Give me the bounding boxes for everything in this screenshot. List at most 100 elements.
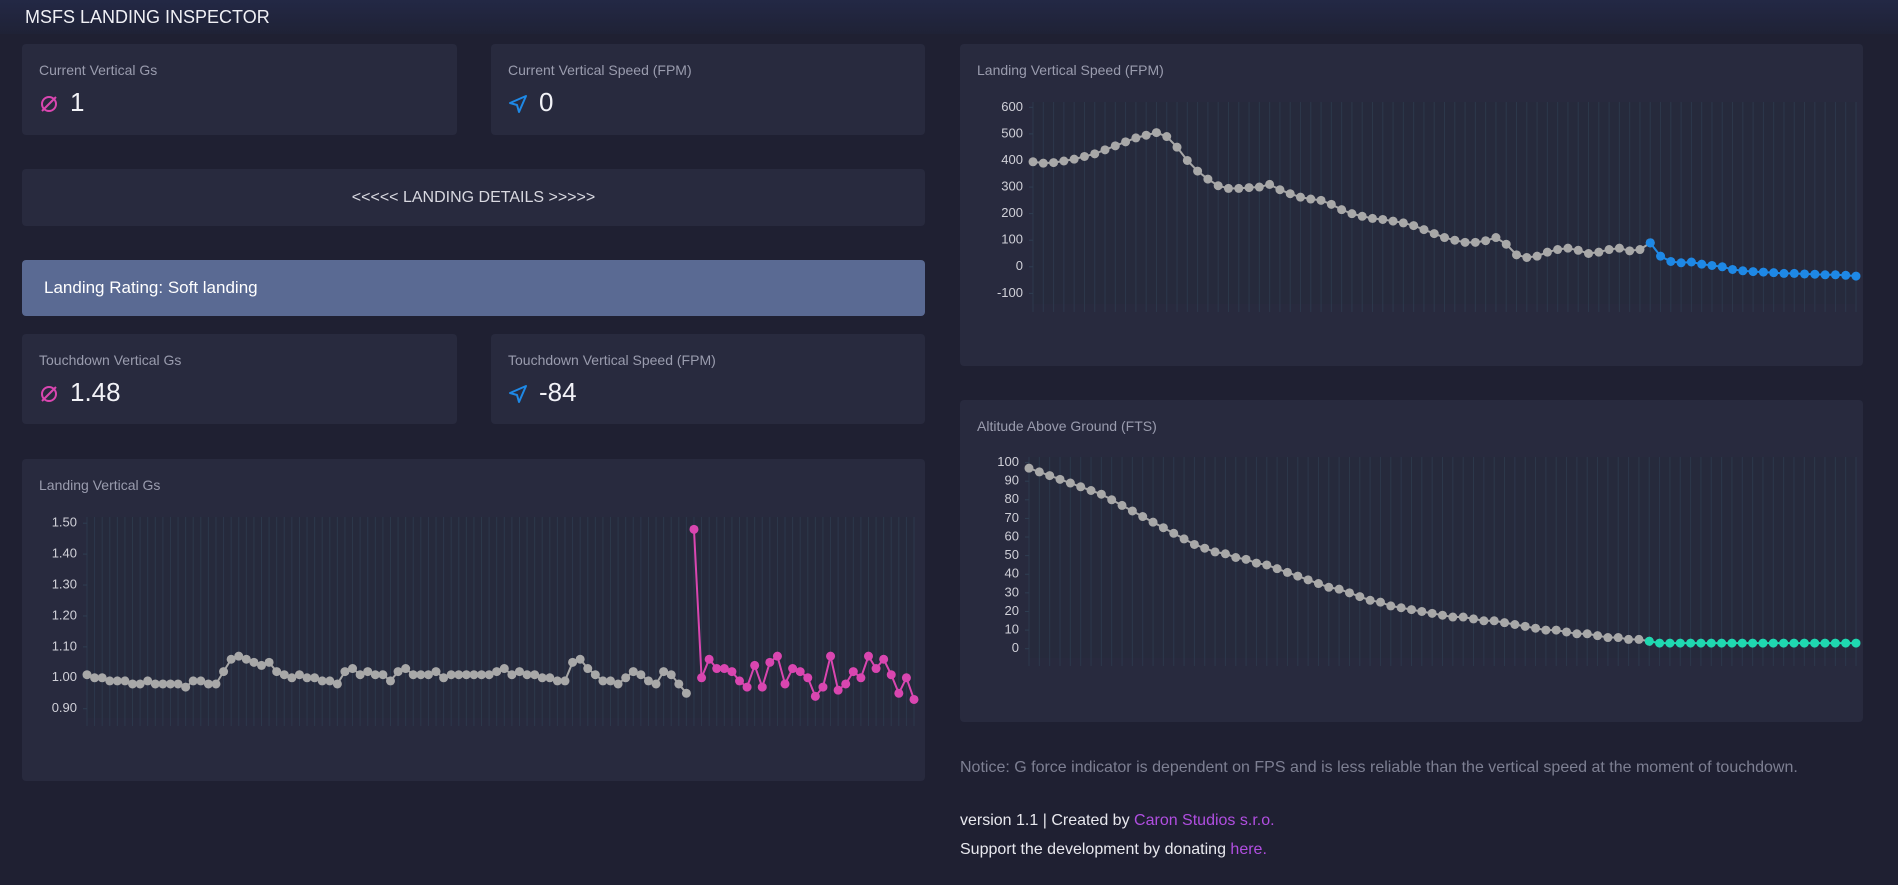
data-point (788, 664, 798, 674)
data-point (1189, 539, 1199, 549)
data-point (1285, 189, 1295, 199)
y-tick-label: -100 (997, 285, 1023, 300)
data-point (1450, 235, 1460, 245)
data-point (1034, 467, 1044, 477)
card: Touchdown Vertical Gs 1.48 (22, 334, 457, 424)
plane-icon (509, 385, 527, 403)
version-line: version 1.1 | Created by Caron Studios s… (960, 809, 1820, 833)
data-point (552, 676, 562, 686)
data-point (1231, 553, 1241, 562)
data-point (1200, 543, 1210, 553)
y-tick-label: 0 (1016, 258, 1023, 273)
data-point (848, 667, 858, 677)
data-point (1344, 588, 1354, 598)
data-point (1594, 247, 1604, 257)
data-point (1779, 638, 1789, 648)
data-point (1635, 245, 1645, 255)
data-point (1768, 638, 1778, 648)
data-point (1613, 633, 1623, 643)
app-title: MSFS LANDING INSPECTOR (25, 7, 270, 27)
data-point (1645, 238, 1655, 248)
data-point (1541, 625, 1551, 635)
data-point (188, 676, 198, 686)
y-tick-label: 60 (1005, 528, 1019, 543)
data-point (1522, 252, 1532, 262)
data-point (1501, 239, 1511, 249)
data-point (370, 670, 380, 680)
data-point (1625, 246, 1635, 256)
author-link[interactable]: Caron Studios s.r.o. (1134, 812, 1275, 829)
data-point (355, 670, 365, 680)
data-point (1460, 237, 1470, 247)
data-point (1481, 236, 1491, 246)
y-tick-label: 200 (1001, 205, 1023, 220)
data-point (1038, 158, 1048, 168)
data-point (780, 679, 790, 689)
card: Touchdown Vertical Speed (FPM) -84 (491, 334, 925, 424)
data-point (1303, 575, 1313, 585)
data-point (1563, 243, 1573, 253)
data-point (1573, 245, 1583, 255)
data-point (568, 657, 578, 667)
donate-link[interactable]: here. (1230, 841, 1267, 858)
data-point (1306, 194, 1316, 204)
data-point (1386, 601, 1396, 611)
card: Current Vertical Speed (FPM) 0 (491, 44, 925, 135)
data-point (279, 670, 289, 680)
data-point (613, 679, 623, 689)
data-point (1717, 262, 1727, 272)
notice: Notice: G force indicator is dependent o… (960, 759, 1798, 776)
data-point (1069, 154, 1079, 164)
data-point (1316, 195, 1326, 205)
data-point (310, 673, 320, 683)
data-point (795, 667, 805, 677)
data-point (1799, 638, 1809, 648)
data-point (1696, 638, 1706, 648)
data-point (454, 670, 464, 680)
data-point (1244, 183, 1254, 193)
y-tick-label: 0.90 (52, 700, 77, 715)
y-tick-label: 80 (1005, 491, 1019, 506)
data-point (1419, 225, 1429, 235)
data-point (886, 670, 896, 680)
data-point (181, 682, 191, 692)
data-point (871, 664, 881, 674)
data-point (1055, 474, 1065, 484)
data-point (1789, 268, 1799, 278)
data-point (363, 667, 373, 677)
data-point (203, 679, 213, 689)
data-point (643, 676, 653, 686)
data-point (249, 657, 259, 667)
data-point (712, 664, 722, 674)
y-tick-label: 90 (1005, 473, 1019, 488)
y-tick-label: 600 (1001, 99, 1023, 114)
chart: -100 0 100 200 300 400 500 600 (997, 99, 1861, 312)
header: MSFS LANDING INSPECTOR (0, 0, 1898, 34)
data-point (1851, 271, 1861, 281)
data-point (1655, 638, 1665, 648)
data-point (810, 691, 820, 701)
plane-icon (509, 95, 527, 113)
data-point (1603, 633, 1613, 643)
data-point (1396, 603, 1406, 613)
details-bar[interactable]: <<<<< LANDING DETAILS >>>>> (22, 169, 925, 226)
data-point (879, 654, 889, 664)
data-point (1409, 221, 1419, 231)
chart: 0 10 20 30 40 50 60 70 80 90 100 (997, 454, 1861, 666)
data-point (1151, 128, 1161, 138)
data-point (1282, 567, 1292, 577)
y-tick-label: 500 (1001, 125, 1023, 140)
y-tick-label: 10 (1005, 622, 1019, 637)
data-point (1624, 634, 1634, 644)
data-point (1110, 141, 1120, 151)
data-point (1210, 547, 1220, 557)
data-point (1272, 564, 1282, 574)
data-point (173, 679, 183, 689)
data-point (1086, 486, 1096, 495)
data-point (431, 667, 441, 677)
data-point (1614, 243, 1624, 253)
data-point (1469, 614, 1479, 624)
support: Support the development by donating (960, 841, 1231, 858)
data-point (1172, 142, 1182, 152)
data-point (82, 670, 92, 680)
